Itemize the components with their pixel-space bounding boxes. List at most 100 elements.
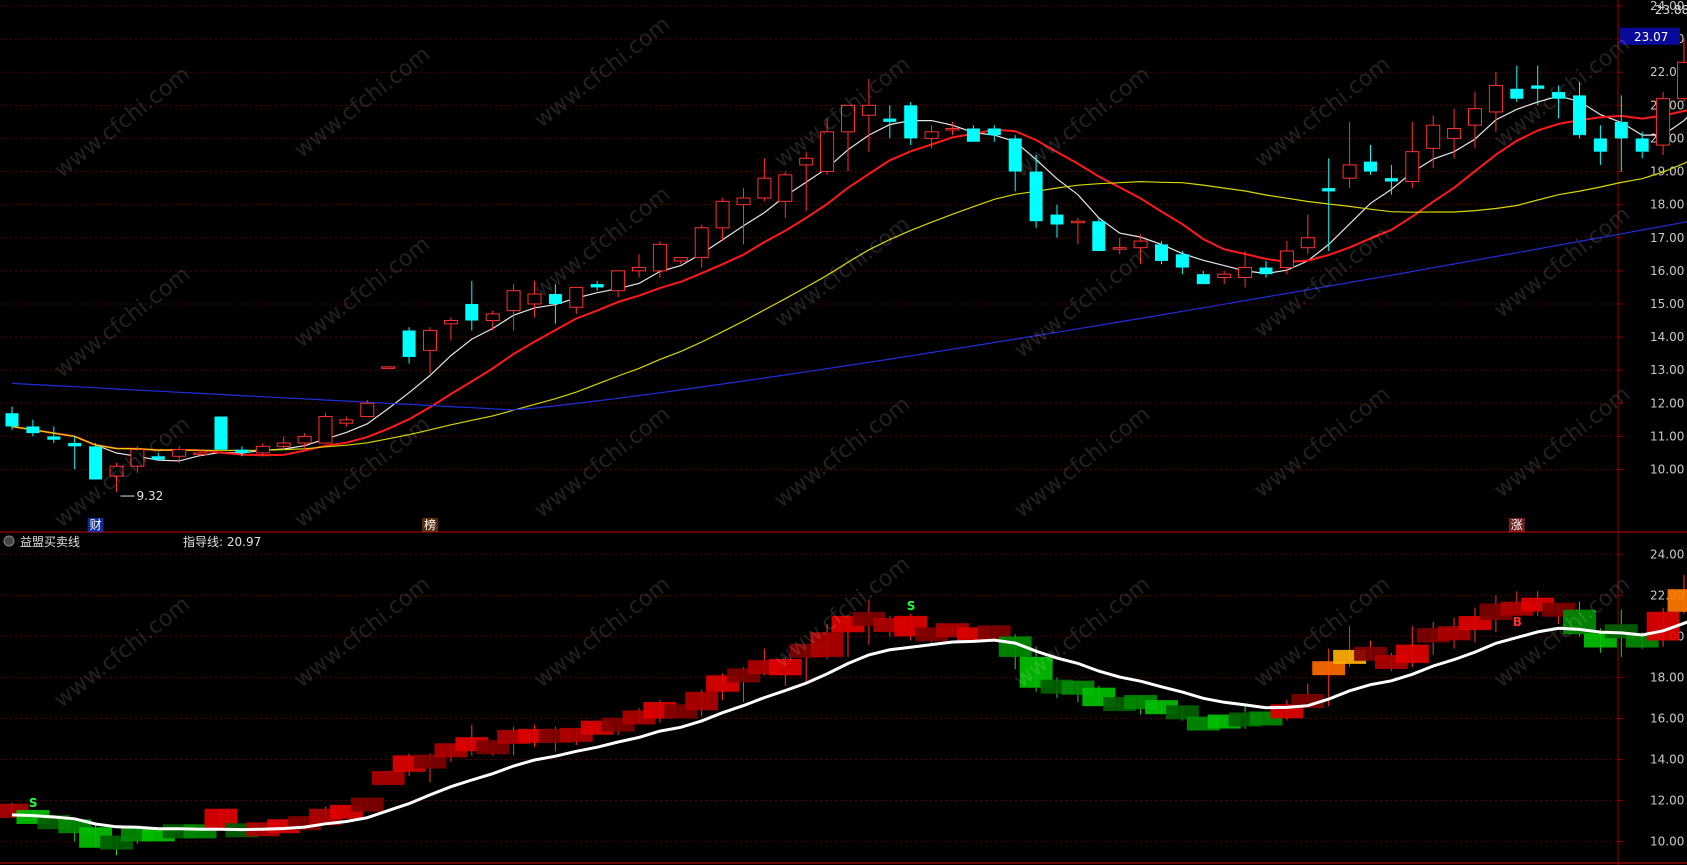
- y-tick-label: 14.00: [1650, 753, 1684, 767]
- candle[interactable]: [47, 426, 61, 444]
- candle[interactable]: [68, 436, 82, 470]
- candle-body: [506, 290, 521, 312]
- candle[interactable]: [1029, 154, 1043, 228]
- candle[interactable]: [1070, 217, 1085, 245]
- candle[interactable]: [1238, 251, 1253, 288]
- candle[interactable]: [1510, 65, 1524, 103]
- candle[interactable]: [778, 171, 793, 218]
- candle[interactable]: [1196, 270, 1210, 285]
- candle[interactable]: [569, 286, 584, 314]
- main-grid: [0, 5, 1618, 471]
- candle[interactable]: [1342, 121, 1357, 189]
- candle[interactable]: [1677, 39, 1687, 103]
- candle[interactable]: [1405, 121, 1420, 189]
- candle[interactable]: [506, 284, 521, 331]
- candle[interactable]: [1217, 270, 1232, 285]
- event-marker-bg[interactable]: [87, 518, 104, 532]
- candle[interactable]: [1468, 92, 1482, 149]
- candle[interactable]: [1322, 158, 1336, 251]
- candle-body: [297, 435, 312, 444]
- candle[interactable]: [1300, 214, 1315, 255]
- candle[interactable]: [485, 310, 500, 331]
- candle[interactable]: [276, 436, 291, 450]
- candle[interactable]: [1656, 92, 1671, 155]
- y-tick-label: 12.00: [1650, 794, 1684, 808]
- candle[interactable]: [1279, 241, 1294, 275]
- candle[interactable]: [1447, 108, 1462, 159]
- candle[interactable]: [255, 443, 270, 457]
- candle[interactable]: [1092, 217, 1106, 251]
- candle[interactable]: [214, 416, 228, 450]
- candle[interactable]: [26, 419, 40, 437]
- candle[interactable]: [694, 224, 709, 268]
- candle[interactable]: [841, 104, 855, 172]
- candle-body: [1468, 108, 1482, 126]
- candle[interactable]: [548, 284, 562, 324]
- candle[interactable]: [1050, 204, 1064, 238]
- candle[interactable]: [861, 78, 876, 152]
- event-marker-bg[interactable]: [422, 518, 438, 532]
- candle-body: [1614, 121, 1628, 139]
- candle[interactable]: [715, 198, 730, 242]
- candle[interactable]: [193, 449, 208, 457]
- candle[interactable]: [1133, 234, 1148, 265]
- candle-body: [569, 286, 584, 308]
- candle[interactable]: [1155, 241, 1168, 265]
- candle-body: [423, 329, 437, 351]
- candle[interactable]: [109, 462, 124, 493]
- candle[interactable]: [1112, 237, 1127, 255]
- candle[interactable]: [1364, 145, 1377, 175]
- candle[interactable]: [611, 270, 626, 298]
- candle[interactable]: [945, 121, 960, 136]
- candle[interactable]: [1593, 125, 1607, 165]
- candle[interactable]: [966, 125, 980, 142]
- candle[interactable]: [465, 280, 479, 331]
- candle[interactable]: [381, 366, 396, 369]
- candle[interactable]: [5, 406, 19, 430]
- candle[interactable]: [360, 399, 375, 418]
- candle[interactable]: [1384, 164, 1398, 195]
- candle[interactable]: [402, 327, 416, 364]
- candle-body: [632, 267, 646, 272]
- candle[interactable]: [736, 188, 751, 245]
- candle[interactable]: [172, 446, 187, 463]
- candle[interactable]: [1426, 115, 1441, 169]
- candle[interactable]: [1488, 72, 1503, 132]
- collapse-icon[interactable]: [3, 535, 15, 547]
- candle[interactable]: [820, 118, 835, 175]
- candle[interactable]: [883, 105, 897, 139]
- candle-body: [841, 104, 855, 133]
- candle[interactable]: [1259, 260, 1273, 278]
- candle[interactable]: [987, 125, 1001, 142]
- candle[interactable]: [1008, 135, 1022, 192]
- candle[interactable]: [590, 280, 604, 291]
- candle[interactable]: [1552, 85, 1566, 119]
- candle[interactable]: [1635, 131, 1649, 159]
- candle[interactable]: [1531, 65, 1545, 106]
- candle[interactable]: [235, 446, 249, 457]
- candle[interactable]: [1175, 251, 1189, 275]
- y-tick-label: 11.00: [1650, 429, 1684, 443]
- candle[interactable]: [527, 280, 542, 318]
- candle[interactable]: [632, 254, 646, 278]
- candle[interactable]: [757, 158, 772, 202]
- ma10-line: [11, 109, 1687, 457]
- event-marker-bg[interactable]: [1508, 518, 1525, 532]
- candle[interactable]: [904, 102, 918, 146]
- candle[interactable]: [799, 151, 814, 212]
- candle[interactable]: [443, 317, 458, 341]
- candle[interactable]: [423, 327, 437, 374]
- candle[interactable]: [89, 443, 103, 480]
- candle[interactable]: [130, 446, 145, 473]
- candle[interactable]: [318, 413, 333, 444]
- candle[interactable]: [1614, 95, 1628, 172]
- candle[interactable]: [151, 452, 165, 460]
- candle[interactable]: [924, 125, 939, 149]
- candle[interactable]: [652, 241, 667, 278]
- candle[interactable]: [673, 257, 688, 265]
- candle[interactable]: [1573, 82, 1586, 139]
- candle[interactable]: [339, 416, 354, 427]
- candle[interactable]: [297, 433, 312, 450]
